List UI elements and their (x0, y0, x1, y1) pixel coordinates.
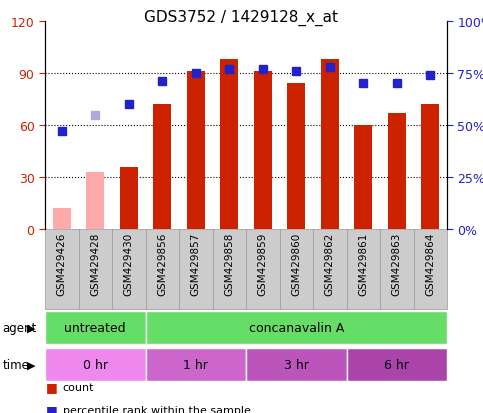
Text: untreated: untreated (64, 321, 126, 334)
Bar (246, 230, 280, 309)
Text: time: time (2, 358, 29, 371)
Bar (313, 230, 346, 309)
Bar (321, 60, 339, 230)
Text: GSM429858: GSM429858 (224, 232, 234, 295)
Bar (421, 105, 440, 230)
Bar (213, 230, 246, 309)
Text: agent: agent (2, 321, 37, 334)
Bar (153, 105, 171, 230)
Bar (254, 72, 272, 230)
Bar (220, 60, 239, 230)
Bar (145, 311, 447, 344)
Bar (45, 348, 145, 381)
Text: ■: ■ (46, 380, 57, 394)
Bar (346, 230, 380, 309)
Text: GSM429861: GSM429861 (358, 232, 368, 295)
Text: GSM429428: GSM429428 (90, 232, 100, 295)
Bar (119, 167, 138, 230)
Text: 6 hr: 6 hr (384, 358, 409, 371)
Text: GSM429856: GSM429856 (157, 232, 167, 295)
Bar (280, 230, 313, 309)
Bar (86, 172, 104, 230)
Bar (380, 230, 413, 309)
Text: GSM429857: GSM429857 (191, 232, 201, 295)
Text: 3 hr: 3 hr (284, 358, 309, 371)
Bar (145, 230, 179, 309)
Text: GSM429860: GSM429860 (291, 232, 301, 295)
Bar (387, 114, 406, 230)
Text: GSM429862: GSM429862 (325, 232, 335, 295)
Bar (179, 230, 213, 309)
Text: ■: ■ (46, 403, 57, 413)
Text: GSM429864: GSM429864 (425, 232, 435, 295)
Bar (346, 348, 447, 381)
Bar (45, 311, 145, 344)
Bar (186, 72, 205, 230)
Text: 1 hr: 1 hr (184, 358, 208, 371)
Text: count: count (63, 382, 94, 392)
Text: ▶: ▶ (27, 323, 35, 333)
Bar (112, 230, 145, 309)
Bar (79, 230, 112, 309)
Bar (53, 209, 71, 230)
Text: ▶: ▶ (27, 360, 35, 370)
Text: GSM429863: GSM429863 (392, 232, 402, 295)
Bar (354, 126, 372, 230)
Bar (287, 84, 305, 230)
Text: GSM429859: GSM429859 (258, 232, 268, 295)
Text: concanavalin A: concanavalin A (249, 321, 344, 334)
Text: percentile rank within the sample: percentile rank within the sample (63, 405, 251, 413)
Bar (45, 230, 79, 309)
Text: GSM429430: GSM429430 (124, 232, 134, 295)
Text: GDS3752 / 1429128_x_at: GDS3752 / 1429128_x_at (144, 10, 339, 26)
Bar (145, 348, 246, 381)
Text: GSM429426: GSM429426 (57, 232, 67, 295)
Bar (246, 348, 346, 381)
Bar (413, 230, 447, 309)
Text: 0 hr: 0 hr (83, 358, 108, 371)
